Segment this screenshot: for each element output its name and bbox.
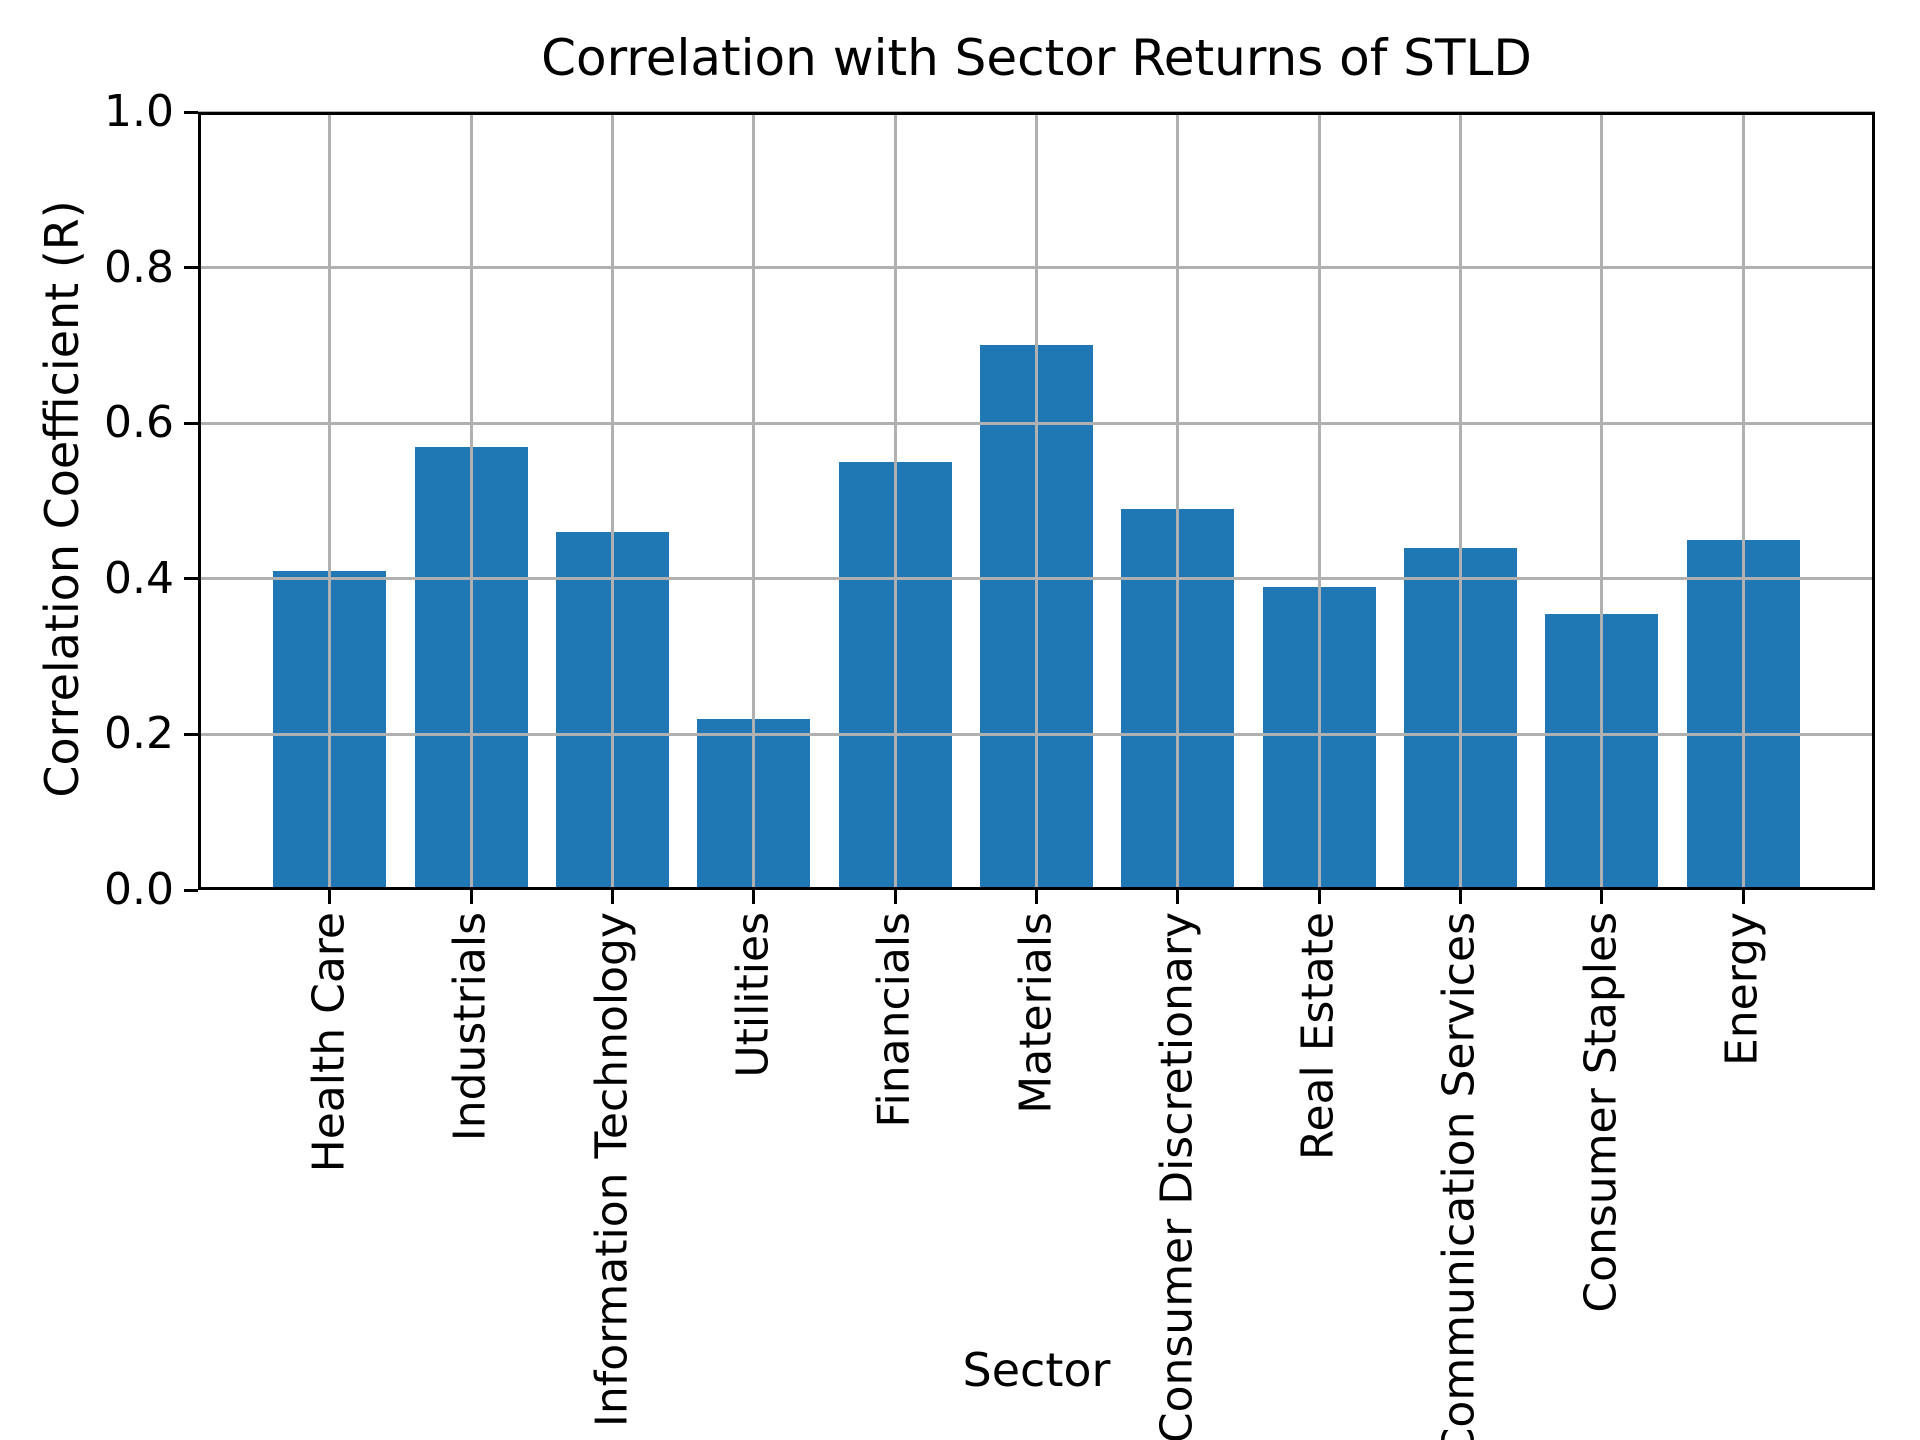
x-tick-label-text: Financials [868,912,920,1128]
x-tick-mark [1035,890,1038,904]
y-tick-label: 0.4 [104,552,174,604]
y-tick-mark [184,266,198,270]
chart-title: Correlation with Sector Returns of STLD [541,29,1532,87]
y-tick-mark [184,110,198,114]
y-tick-label: 0.6 [104,397,174,449]
x-tick-label-text: Utilities [727,912,779,1078]
x-tick-mark [893,890,897,904]
x-tick-label: Materials [1010,912,1062,1114]
gridline-v [1600,112,1604,890]
x-tick-label: Health Care [303,912,356,1173]
gridline-v [1176,112,1180,890]
x-tick-label: Real Estate [1292,912,1345,1161]
gridline-v [752,112,756,890]
x-tick-label: Energy [1716,912,1769,1067]
gridline-v [611,112,615,890]
x-tick-label: Consumer Discretionary [1151,912,1204,1440]
gridline-v [893,112,897,890]
gridline-v [1317,112,1321,890]
x-tick-label: Industrials [444,912,497,1142]
x-tick-mark [1458,890,1462,904]
x-tick-label: Financials [868,912,921,1128]
y-tick-label: 0.0 [104,864,174,915]
x-axis-label: Sector [962,1343,1111,1397]
y-tick-mark [184,732,198,736]
x-tick-mark [1176,890,1180,904]
x-tick-mark [1600,890,1604,904]
gridline-v [1741,112,1745,890]
x-tick-label-text: Communication Services [1434,912,1486,1440]
y-tick-mark [184,421,198,425]
x-tick-label-text: Consumer Discretionary [1151,912,1203,1440]
x-tick-mark [328,890,332,904]
x-tick-label: Communication Services [1434,912,1486,1440]
x-tick-label: Utilities [727,912,780,1078]
y-tick-label: 0.8 [104,241,174,293]
x-tick-label-text: Materials [1010,912,1062,1114]
x-tick-label-text: Information Technology [586,912,638,1428]
plot-area [198,110,1875,890]
x-tick-label-text: Consumer Staples [1575,912,1627,1313]
x-tick-mark [1317,890,1321,904]
gridline-v [469,112,473,890]
x-tick-label-text: Health Care [303,912,355,1173]
x-tick-label-text: Real Estate [1292,912,1344,1161]
x-tick-mark [469,890,473,904]
x-tick-mark [611,890,615,904]
y-tick-label: 1.0 [104,86,174,137]
gridline-v [328,112,332,890]
y-tick-mark [184,888,198,892]
y-axis-label-text: Correlation Coefficient (R) [35,200,89,798]
x-tick-mark [1741,890,1745,904]
x-tick-label: Information Technology [586,912,638,1428]
x-tick-label: Consumer Staples [1575,912,1627,1313]
y-tick-label: 0.2 [104,708,174,760]
y-tick-mark [184,577,198,581]
x-tick-label-text: Energy [1716,912,1768,1067]
x-tick-label-text: Industrials [444,912,496,1142]
gridline-v [1035,112,1038,890]
x-tick-mark [752,890,756,904]
gridline-v [1458,112,1462,890]
